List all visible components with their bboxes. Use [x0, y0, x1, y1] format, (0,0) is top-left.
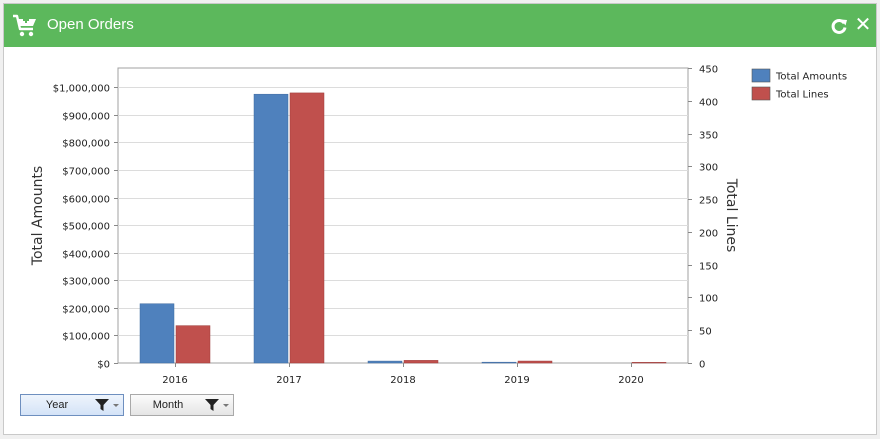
y-right-tick-label: 350 — [699, 131, 718, 142]
y-tick-label: $800,000 — [62, 139, 110, 150]
bar-total-lines — [175, 325, 211, 364]
shopping-cart-icon — [13, 14, 36, 37]
y-right-tick-label: 50 — [699, 327, 712, 338]
bar-total-amounts — [481, 361, 517, 364]
chevron-down-icon — [113, 404, 119, 407]
y-right-tick-label: 100 — [699, 294, 718, 305]
y-right-tick-label: 0 — [699, 360, 705, 371]
legend-swatch — [751, 68, 771, 83]
y-tick-label: $700,000 — [62, 167, 110, 178]
y-tick-label: $900,000 — [62, 112, 110, 123]
filter-icon — [205, 399, 219, 411]
window-title: Open Orders — [47, 16, 134, 33]
y-right-tick-label: 450 — [699, 65, 718, 76]
x-tick-label: 2019 — [504, 375, 529, 386]
bar-total-lines — [631, 362, 667, 364]
legend-label: Total Amounts — [775, 72, 847, 83]
year-filter-button[interactable]: Year — [20, 394, 124, 416]
legend-label: Total Lines — [775, 90, 829, 101]
bar-total-amounts — [139, 303, 175, 364]
y-tick-label: $300,000 — [62, 277, 110, 288]
year-filter-label: Year — [45, 399, 69, 411]
bar-total-amounts — [367, 360, 403, 364]
bar-total-lines — [517, 360, 553, 364]
y-tick-label: $500,000 — [62, 222, 110, 233]
y-tick-label: $600,000 — [62, 195, 110, 206]
y-right-tick-label: 300 — [699, 163, 718, 174]
month-filter-label: Month — [152, 399, 184, 411]
y-axis-title: Total Amounts — [30, 166, 46, 266]
x-tick-label: 2017 — [276, 375, 301, 386]
x-tick-label: 2020 — [618, 375, 643, 386]
y-right-tick-label: 250 — [699, 196, 718, 207]
y-right-tick-label: 150 — [699, 262, 718, 273]
close-icon[interactable]: ✕ — [854, 12, 872, 36]
y-tick-label: $1,000,000 — [53, 84, 110, 95]
y-tick-label: $400,000 — [62, 250, 110, 261]
y-right-tick-label: 400 — [699, 98, 718, 109]
y-tick-label: $0 — [97, 360, 110, 371]
y-tick-label: $200,000 — [62, 305, 110, 316]
refresh-icon[interactable] — [830, 17, 848, 35]
y-tick-label: $100,000 — [62, 332, 110, 343]
bar-total-lines — [403, 360, 439, 364]
legend-swatch — [751, 86, 771, 101]
y-right-tick-label: 200 — [699, 229, 718, 240]
bar-total-amounts — [253, 93, 289, 364]
chevron-down-icon — [223, 404, 229, 407]
month-filter-button[interactable]: Month — [130, 394, 234, 416]
plot-area — [117, 67, 689, 364]
bar-total-lines — [289, 92, 325, 364]
y-right-axis-title: Total Lines — [723, 178, 739, 253]
x-tick-label: 2016 — [162, 375, 187, 386]
title-bar: Open Orders ✕ — [4, 4, 876, 47]
filter-icon — [95, 399, 109, 411]
x-tick-label: 2018 — [390, 375, 415, 386]
